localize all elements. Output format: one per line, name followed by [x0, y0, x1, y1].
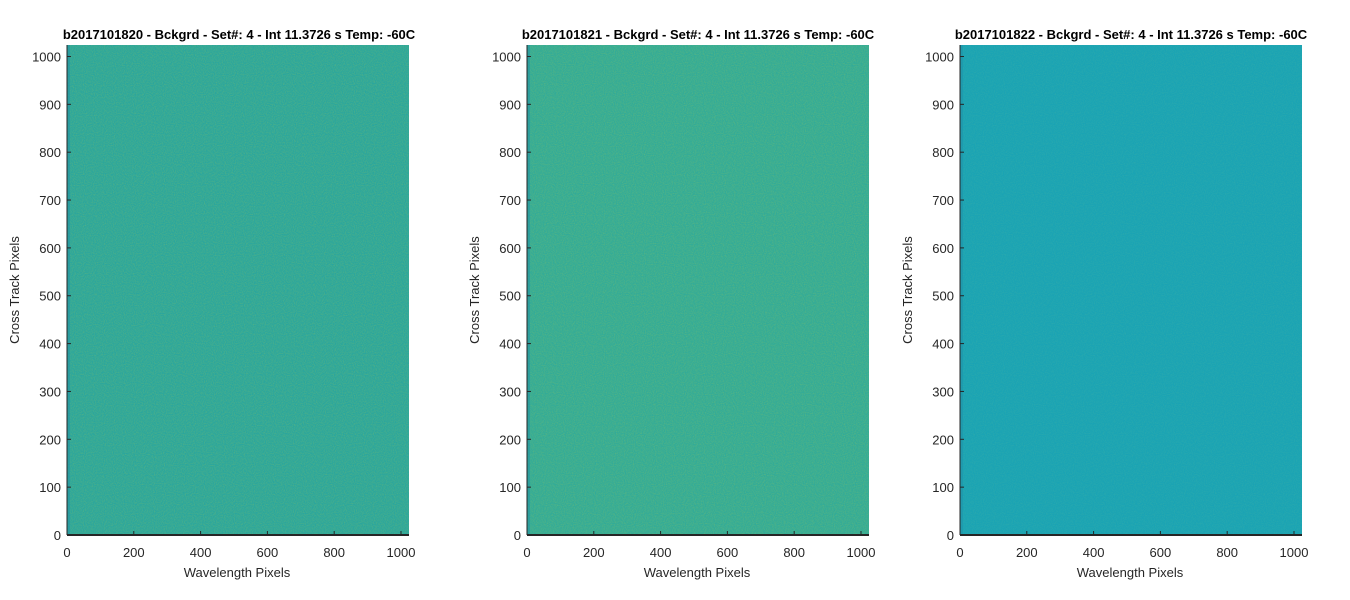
y-tick-label: 400	[932, 337, 954, 352]
chart-title: b2017101821 - Bckgrd - Set#: 4 - Int 11.…	[522, 27, 875, 42]
y-tick-label: 0	[514, 528, 521, 543]
heatmap-edge	[960, 45, 963, 535]
y-tick-label: 800	[39, 145, 61, 160]
heatmap-noise	[960, 45, 1302, 535]
x-tick-label: 0	[956, 545, 963, 560]
x-tick-label: 1000	[847, 545, 876, 560]
x-tick-label: 1000	[1280, 545, 1309, 560]
y-tick-label: 400	[499, 337, 521, 352]
y-tick-label: 700	[499, 193, 521, 208]
x-tick-label: 0	[63, 545, 70, 560]
x-axis-label: Wavelength Pixels	[1077, 565, 1184, 580]
x-tick-label: 400	[1083, 545, 1105, 560]
y-tick-label: 1000	[925, 49, 954, 64]
x-tick-label: 800	[783, 545, 805, 560]
y-axis-label: Cross Track Pixels	[467, 236, 482, 344]
y-tick-label: 400	[39, 337, 61, 352]
panel-1: 0 200 400 600 800 1000 0 100 200 300 400 500 600 700 8…	[7, 27, 416, 580]
heatmap-noise	[67, 45, 409, 535]
y-tick-label: 500	[499, 289, 521, 304]
x-tick-label: 200	[583, 545, 605, 560]
y-tick-label: 300	[39, 384, 61, 399]
y-tick-label: 1000	[492, 49, 521, 64]
x-tick-label: 0	[523, 545, 530, 560]
y-axis-label: Cross Track Pixels	[7, 236, 22, 344]
y-tick-label: 100	[39, 480, 61, 495]
y-tick-label: 200	[932, 432, 954, 447]
x-tick-label: 800	[323, 545, 345, 560]
x-axis-label: Wavelength Pixels	[184, 565, 291, 580]
y-tick-label: 200	[39, 432, 61, 447]
y-tick-label: 300	[499, 384, 521, 399]
y-tick-label: 100	[499, 480, 521, 495]
y-tick-label: 800	[499, 145, 521, 160]
y-tick-label: 500	[932, 289, 954, 304]
heatmap-noise	[527, 45, 869, 535]
y-tick-label: 700	[932, 193, 954, 208]
y-tick-label: 600	[499, 241, 521, 256]
y-tick-label: 600	[932, 241, 954, 256]
y-axis-label: Cross Track Pixels	[900, 236, 915, 344]
x-tick-label: 1000	[387, 545, 416, 560]
y-tick-label: 300	[932, 384, 954, 399]
y-tick-label: 600	[39, 241, 61, 256]
x-tick-label: 200	[123, 545, 145, 560]
x-axis-label: Wavelength Pixels	[644, 565, 751, 580]
panel-2: 0 200 400 600 800 1000 0 100 200 300 400 500 600 700 8…	[467, 27, 875, 580]
chart-title: b2017101822 - Bckgrd - Set#: 4 - Int 11.…	[955, 27, 1308, 42]
heatmap-edge	[527, 45, 530, 535]
y-tick-label: 200	[499, 432, 521, 447]
y-tick-label: 900	[499, 97, 521, 112]
heatmap-edge	[67, 45, 70, 535]
y-tick-label: 800	[932, 145, 954, 160]
x-tick-label: 600	[257, 545, 279, 560]
chart-title: b2017101820 - Bckgrd - Set#: 4 - Int 11.…	[63, 27, 416, 42]
panel-3: 0 200 400 600 800 1000 0 100 200 300 400 500 600 700 8…	[900, 27, 1308, 580]
x-tick-label: 400	[650, 545, 672, 560]
x-tick-label: 600	[1150, 545, 1172, 560]
y-tick-label: 900	[932, 97, 954, 112]
y-tick-label: 700	[39, 193, 61, 208]
x-tick-label: 600	[717, 545, 739, 560]
y-tick-label: 0	[54, 528, 61, 543]
y-tick-label: 100	[932, 480, 954, 495]
y-tick-label: 900	[39, 97, 61, 112]
y-tick-label: 1000	[32, 49, 61, 64]
x-tick-label: 800	[1216, 545, 1238, 560]
y-tick-label: 0	[947, 528, 954, 543]
x-tick-label: 200	[1016, 545, 1038, 560]
y-tick-label: 500	[39, 289, 61, 304]
x-tick-label: 400	[190, 545, 212, 560]
